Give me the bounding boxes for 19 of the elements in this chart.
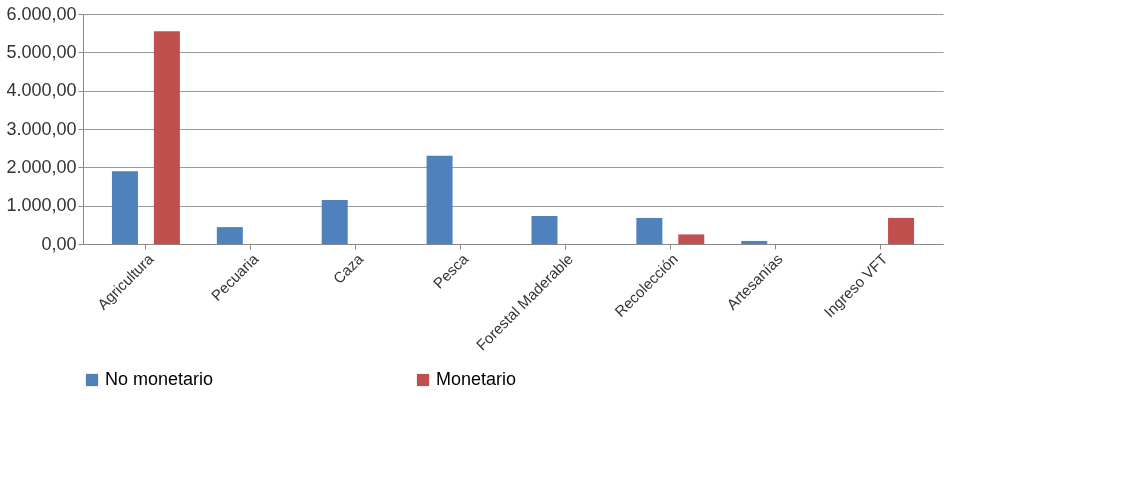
y-tick-label: 6.000,00 xyxy=(6,3,77,24)
y-tick-label: 2.000,00 xyxy=(6,156,77,177)
bar xyxy=(111,171,138,244)
legend-label: No monetario xyxy=(105,369,214,389)
bar xyxy=(153,31,180,244)
bar xyxy=(426,155,453,244)
bar xyxy=(741,240,768,244)
bar xyxy=(531,216,558,244)
bar xyxy=(636,217,663,244)
y-tick-label: 5.000,00 xyxy=(6,41,77,62)
legend-label: Monetario xyxy=(436,369,517,389)
bar xyxy=(321,199,348,244)
y-tick-label: 4.000,00 xyxy=(6,80,77,101)
y-tick-label: 1.000,00 xyxy=(6,195,77,216)
bar xyxy=(678,234,705,244)
bar xyxy=(216,227,243,244)
bar xyxy=(888,217,915,244)
y-tick-label: 0,00 xyxy=(41,233,77,254)
y-tick-label: 3.000,00 xyxy=(6,118,77,139)
